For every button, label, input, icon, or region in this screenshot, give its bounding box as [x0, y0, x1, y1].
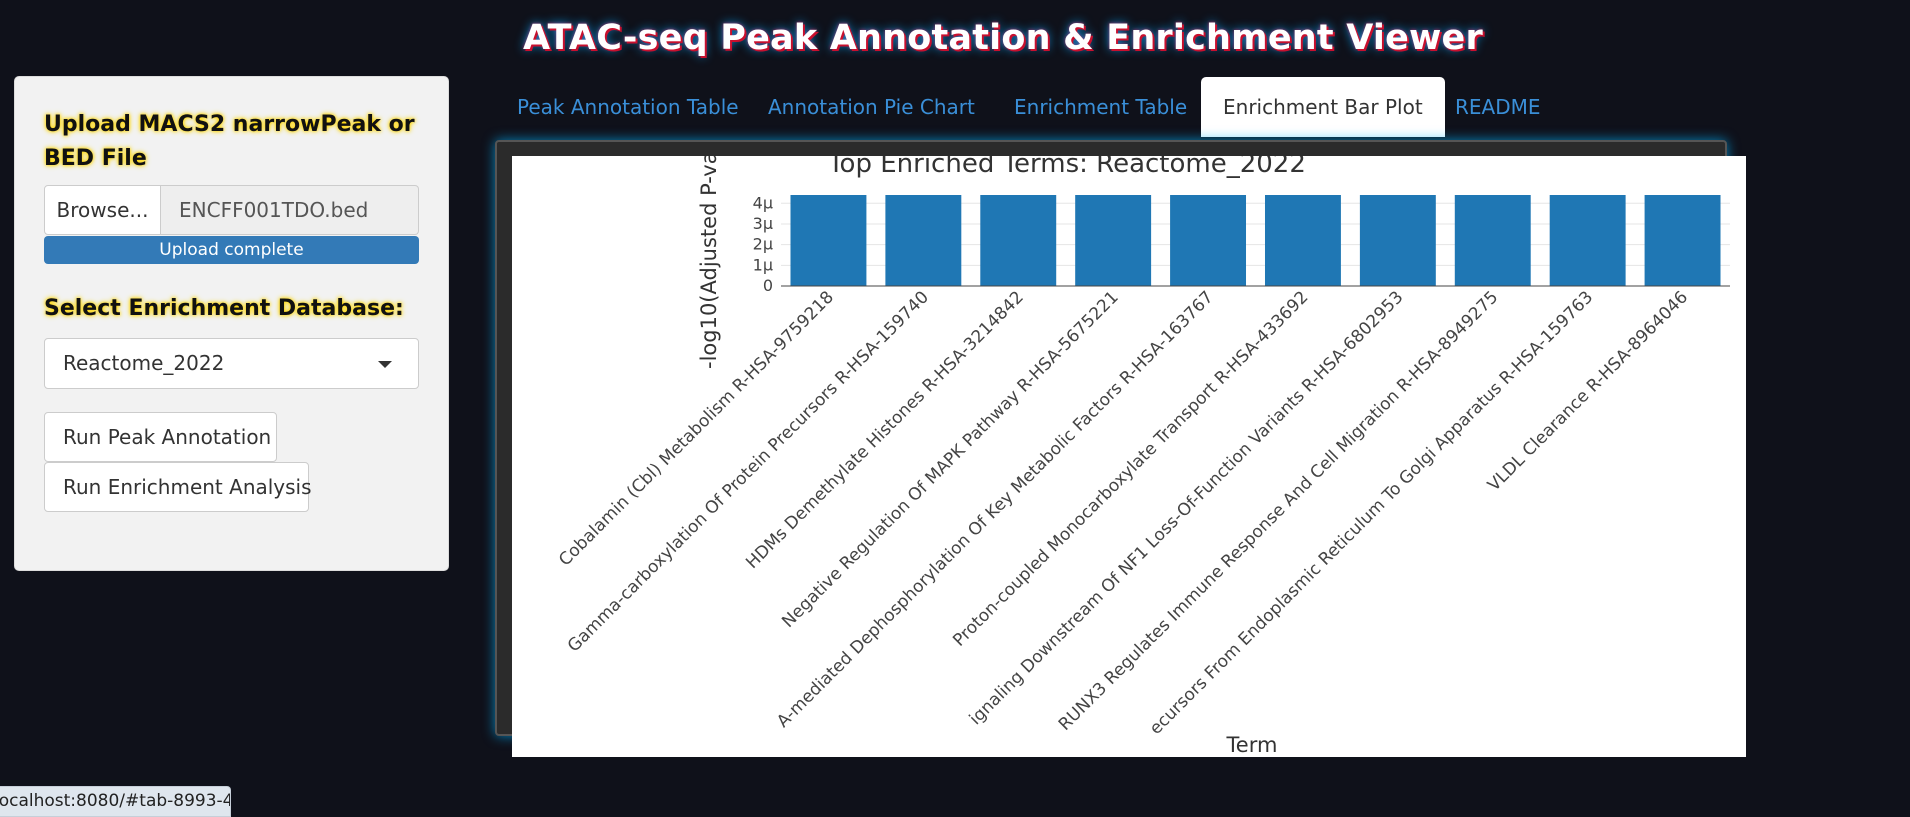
bar: [1264, 195, 1341, 286]
y-axis-label: -log10(Adjusted P-va: [697, 156, 721, 369]
upload-progress-bar: Upload complete: [44, 236, 419, 264]
x-tick-label: RUNX3 Regulates Immune Response And Cell…: [1055, 287, 1502, 734]
x-tick-label: Proton-coupled Monocarboxylate Transport…: [949, 287, 1312, 650]
x-tick-label: VLDL Clearance R-HSA-8964046: [1484, 287, 1692, 495]
app-title: ATAC-seq Peak Annotation & Enrichment Vi…: [523, 18, 1483, 58]
tab-readme[interactable]: README: [1455, 95, 1541, 119]
y-tick-label: 4µ: [753, 193, 773, 212]
x-tick-label: ignaling Downstream Of NF1 Loss-Of-Funct…: [966, 287, 1408, 729]
database-select-value: Reactome_2022: [63, 351, 225, 375]
bar: [790, 195, 867, 286]
chart-title: Top Enriched Terms: Reactome_2022: [827, 156, 1306, 179]
y-tick-label: 3µ: [753, 214, 773, 233]
tab-peak-annotation-table[interactable]: Peak Annotation Table: [517, 95, 739, 119]
x-tick-label: Negative Regulation Of MAPK Pathway R-HS…: [778, 287, 1122, 631]
bar: [1170, 195, 1247, 286]
y-tick-label: 0: [763, 276, 773, 295]
bar: [1359, 195, 1436, 286]
y-tick-label: 1µ: [753, 255, 773, 274]
tab-annotation-pie-chart[interactable]: Annotation Pie Chart: [768, 95, 975, 119]
x-tick-label: A-mediated Dephosphorylation Of Key Meta…: [773, 287, 1217, 731]
tab-enrichment-table[interactable]: Enrichment Table: [1014, 95, 1188, 119]
status-url-text: localhost:8080/#tab-8993-4: [0, 791, 231, 811]
x-tick-label: Gamma-carboxylation Of Protein Precursor…: [564, 287, 933, 656]
bar: [885, 195, 962, 286]
enrichment-bar-plot: 0 1µ 2µ 3µ 4µ Cobalamin (Cbl) Metabolism R-HS…: [512, 156, 1746, 757]
bar: [980, 195, 1057, 286]
file-name-field: ENCFF001TDO.bed: [161, 185, 419, 235]
db-select-label: Select Enrichment Database:: [44, 296, 404, 321]
y-tick-label: 2µ: [753, 235, 773, 254]
x-tick-label: ecursors From Endoplasmic Reticulum To G…: [1146, 287, 1597, 738]
run-annotation-button[interactable]: Run Peak Annotation: [44, 412, 277, 462]
caret-down-icon: [378, 361, 392, 368]
upload-label: Upload MACS2 narrowPeak or BED File: [44, 112, 415, 171]
run-enrichment-button[interactable]: Run Enrichment Analysis: [44, 462, 312, 512]
browse-button[interactable]: Browse...: [44, 185, 161, 235]
x-axis-label: Term: [1226, 733, 1278, 757]
bar: [1454, 195, 1531, 286]
status-bar-url: localhost:8080/#tab-8993-4: [0, 786, 231, 817]
sidebar-panel: Upload MACS2 narrowPeak or BED File Brow…: [14, 76, 449, 571]
bar: [1644, 195, 1721, 286]
database-select[interactable]: Reactome_2022: [44, 338, 419, 389]
tab-enrichment-bar-plot[interactable]: Enrichment Bar Plot: [1201, 77, 1445, 137]
bar: [1075, 195, 1152, 286]
bar: [1549, 195, 1626, 286]
